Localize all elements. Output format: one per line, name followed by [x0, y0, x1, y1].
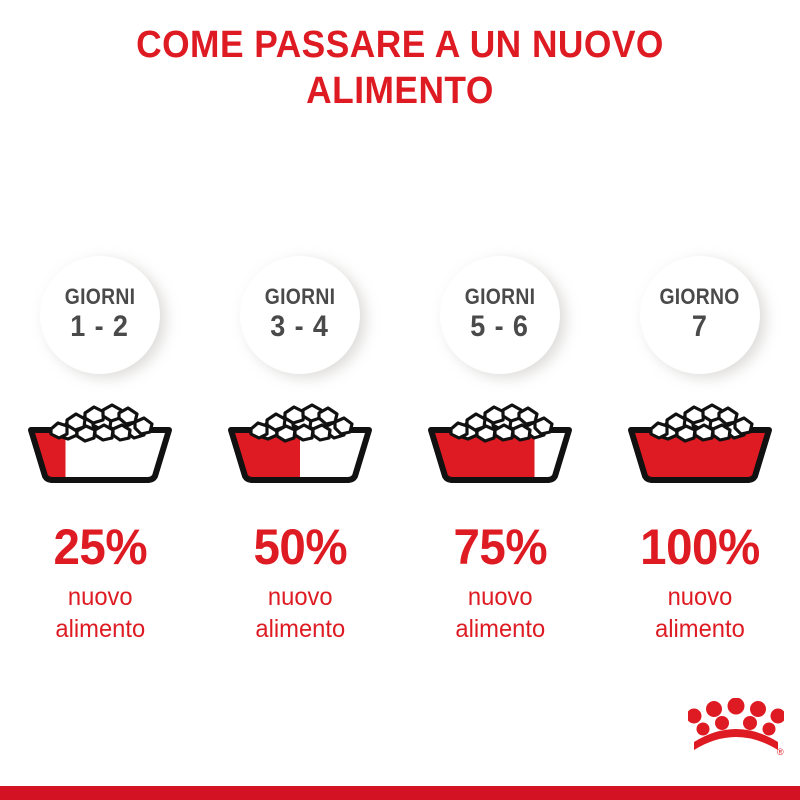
day-badge-label: GIORNI: [264, 284, 336, 310]
day-badge-label: GIORNI: [464, 284, 536, 310]
percent-sub-line1: nuovo: [67, 583, 133, 611]
day-badge: GIORNO 7: [634, 252, 766, 378]
day-badge: GIORNI 3 - 4: [234, 252, 366, 378]
percent-sub-line2: alimento: [55, 615, 145, 643]
day-badge-range: 3 - 4: [270, 310, 330, 344]
percent-sub-line2: alimento: [255, 615, 345, 643]
dog-food-bowl-icon: [15, 396, 185, 486]
day-badge-circle: GIORNI 3 - 4: [240, 256, 360, 374]
steps-row: GIORNI 1 - 2: [0, 252, 800, 645]
percent-value: 25%: [53, 519, 147, 575]
percent-block: 100% nuovo alimento: [637, 522, 763, 645]
percent-sub-line2: alimento: [455, 615, 545, 643]
percent-value: 100%: [640, 519, 760, 575]
percent-block: 75% nuovo alimento: [451, 522, 550, 645]
day-badge-label: GIORNI: [64, 284, 136, 310]
day-badge: GIORNI 5 - 6: [434, 252, 566, 378]
day-badge-range: 1 - 2: [70, 310, 130, 344]
percent-sub-line2: alimento: [655, 615, 745, 643]
percent-sub-line1: nuovo: [667, 583, 733, 611]
dog-food-bowl-icon: [215, 396, 385, 486]
registered-mark: ®: [777, 747, 784, 757]
step-column: GIORNI 3 - 4: [200, 252, 400, 645]
percent-sub-line1: nuovo: [267, 583, 333, 611]
dog-food-bowl-icon: [415, 396, 585, 486]
percent-block: 25% nuovo alimento: [51, 522, 150, 645]
percent-value: 75%: [453, 519, 547, 575]
step-column: GIORNI 1 - 2: [0, 252, 200, 645]
day-badge-range: 5 - 6: [470, 310, 530, 344]
day-badge-circle: GIORNO 7: [640, 256, 760, 374]
dog-food-bowl-icon: [615, 396, 785, 486]
percent-sub-line1: nuovo: [467, 583, 533, 611]
step-column: GIORNO 7: [600, 252, 800, 645]
day-badge-range: 7: [692, 310, 708, 344]
percent-value: 50%: [253, 519, 347, 575]
royal-canin-crown-logo: ®: [688, 698, 784, 760]
step-column: GIORNI 5 - 6: [400, 252, 600, 645]
day-badge-label: GIORNO: [659, 284, 741, 310]
day-badge-circle: GIORNI 1 - 2: [40, 256, 160, 374]
page-title: COME PASSARE A UN NUOVO ALIMENTO: [136, 24, 664, 113]
day-badge: GIORNI 1 - 2: [34, 252, 166, 378]
percent-block: 50% nuovo alimento: [251, 522, 350, 645]
day-badge-circle: GIORNI 5 - 6: [440, 256, 560, 374]
bottom-accent-bar: [0, 786, 800, 800]
